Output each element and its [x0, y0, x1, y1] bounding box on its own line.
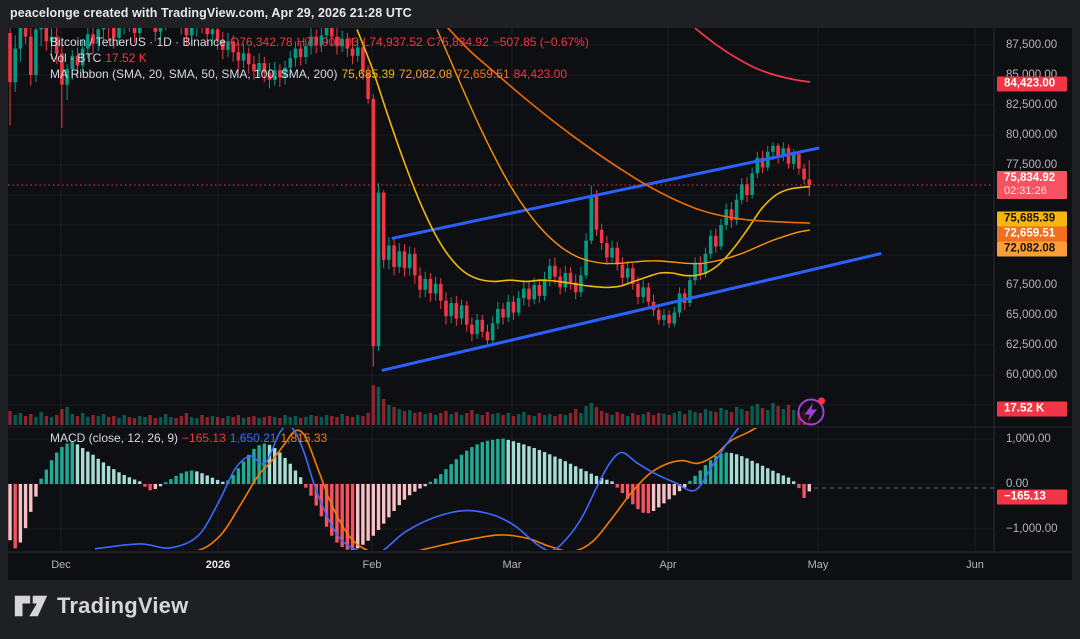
tradingview-logo-text: TradingView [57, 593, 189, 618]
axis-badge: 75,834.92 02:31:26 [997, 171, 1067, 199]
price-chart-canvas[interactable] [8, 28, 1072, 580]
time-axis-label: May [807, 559, 829, 571]
ohlc-values: O76,342.78 H77,904.93 L74,937.52 C75,834.92… [230, 35, 593, 49]
price-tick: 65,000.00 [1006, 309, 1058, 321]
time-axis-label: Jun [966, 559, 984, 571]
price-tick: 82,500.00 [1006, 99, 1058, 111]
price-tick: 77,500.00 [1006, 159, 1058, 171]
volume-value: 17.52 K [105, 51, 147, 65]
legend-value: L74,937.52 [362, 35, 423, 49]
time-axis-label: Apr [659, 559, 677, 571]
price-tick: 60,000.00 [1006, 369, 1058, 381]
legend-value: 1,650.21 [229, 431, 277, 445]
legend-value: 75,685.39 [341, 67, 395, 81]
legend-value: H77,904.93 [296, 35, 359, 49]
legend-value: 1,815.33 [280, 431, 328, 445]
tradingview-logo-icon [14, 595, 48, 617]
price-tick: 62,500.00 [1006, 339, 1058, 351]
legend-value: 72,659.51 [456, 67, 510, 81]
macd-legend[interactable]: MACD (close, 12, 26, 9) −165.13 1,650.21 1,… [50, 431, 335, 445]
axis-badge: 75,685.39 [997, 211, 1067, 226]
ma-ribbon-legend[interactable]: MA Ribbon (SMA, 20, SMA, 50, SMA, 100, S… [50, 67, 575, 81]
legend-value: −165.13 [182, 431, 226, 445]
ma-ribbon-values: 75,685.39 72,082.08 72,659.51 84,423.00 [341, 67, 571, 81]
time-axis-label: Dec [51, 559, 71, 571]
axis-badge: 84,423.00 [997, 76, 1067, 92]
chart-area[interactable]: Bitcoin / TetherUS · 1D · Binance O76,342… [8, 28, 1072, 580]
volume-label: Vol · BTC [50, 51, 102, 65]
price-pane[interactable] [8, 28, 994, 425]
macd-histogram [8, 438, 811, 550]
price-tick: 80,000.00 [1006, 129, 1058, 141]
macd-signal-line[interactable] [150, 402, 810, 556]
boost-lightning-icon[interactable] [797, 397, 826, 426]
tradingview-logo[interactable]: TradingView [14, 592, 188, 620]
trendline-lower[interactable] [381, 252, 882, 372]
price-tick: 87,500.00 [1006, 39, 1058, 51]
axis-badge: 72,082.08 [997, 241, 1067, 257]
time-axis-label: Feb [362, 559, 382, 571]
symbol-title[interactable]: Bitcoin / TetherUS · 1D · Binance [50, 35, 226, 49]
axis-badge: 72,659.51 [997, 226, 1067, 241]
macd-label: MACD (close, 12, 26, 9) [50, 431, 179, 445]
legend-value: −507.85 (−0.67%) [492, 35, 589, 49]
axis-badge: −165.13 [997, 489, 1067, 504]
trendline-upper[interactable] [391, 146, 820, 240]
time-axis-label: Mar [502, 559, 522, 571]
sma200-line[interactable] [694, 28, 811, 83]
macd-tick: −1,000.00 [1006, 523, 1058, 535]
legend-value: C75,834.92 [426, 35, 489, 49]
macd-tick: 0.00 [1006, 478, 1029, 490]
sma100-line[interactable] [446, 28, 811, 224]
legend-value: O76,342.78 [229, 35, 293, 49]
attribution-text: peacelonge created with TradingView.com,… [10, 6, 412, 20]
macd-main-line[interactable] [94, 407, 810, 555]
legend-value: 84,423.00 [513, 67, 568, 81]
symbol-legend[interactable]: Bitcoin / TetherUS · 1D · Binance O76,342… [50, 35, 597, 49]
grid [8, 28, 994, 552]
axis-badge: 17.52 K [997, 401, 1067, 417]
price-tick: 67,500.00 [1006, 279, 1058, 291]
volume-legend[interactable]: Vol · BTC 17.52 K [50, 51, 151, 65]
macd-tick: 1,000.00 [1006, 433, 1051, 445]
ma-ribbon-label: MA Ribbon (SMA, 20, SMA, 50, SMA, 100, S… [50, 67, 338, 81]
sma50-line[interactable] [436, 29, 811, 265]
sma20-line[interactable] [356, 29, 811, 289]
macd-values: −165.13 1,650.21 1,815.33 [182, 431, 331, 445]
candlestick-series [8, 28, 812, 367]
notification-dot [817, 397, 826, 405]
macd-pane[interactable] [8, 402, 994, 556]
time-axis-label: 2026 [205, 559, 231, 571]
legend-value: 72,082.08 [398, 67, 453, 81]
